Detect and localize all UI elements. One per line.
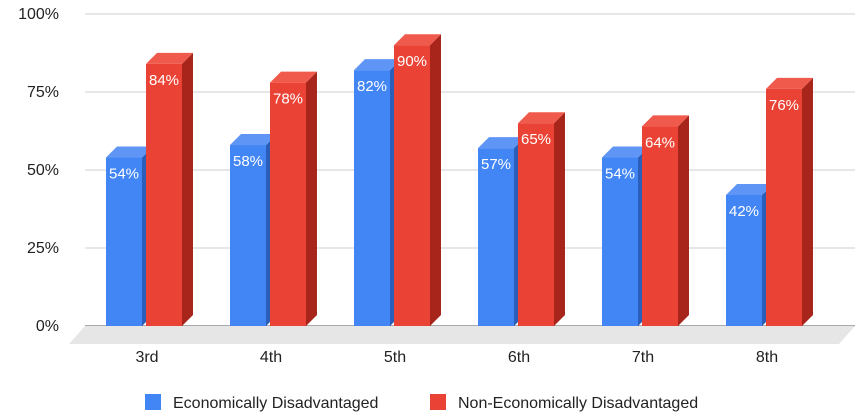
x-tick-label: 5th	[384, 349, 406, 366]
data-label: 82%	[357, 78, 387, 95]
bar-front	[270, 82, 306, 326]
data-label: 90%	[397, 53, 427, 70]
bar-side	[306, 71, 317, 326]
bar	[642, 115, 689, 326]
bar-top	[146, 52, 193, 64]
data-label: 54%	[605, 166, 635, 183]
data-label: 57%	[481, 156, 511, 173]
bar-front	[146, 63, 182, 327]
bar-top	[478, 137, 525, 149]
chart-floor	[69, 326, 855, 344]
x-tick-label: 6th	[508, 349, 530, 366]
bar-top	[518, 112, 565, 124]
y-tick-label: 75%	[27, 84, 59, 101]
bar-front	[602, 157, 638, 326]
x-tick-label: 8th	[756, 349, 778, 366]
bars: 54% 84% 58% 78% 82% 90% 57% 65% 54% 64% 42% 76%	[106, 34, 813, 327]
data-label: 84%	[149, 72, 179, 89]
legend-swatch	[430, 394, 446, 410]
bar	[146, 52, 193, 327]
x-tick-label: 4th	[260, 349, 282, 366]
bar	[270, 71, 317, 326]
bar-top	[642, 115, 689, 127]
data-label: 78%	[273, 91, 303, 108]
bar-front	[106, 157, 142, 326]
bar-side	[430, 34, 441, 326]
bar-side	[802, 77, 813, 326]
bar-top	[270, 71, 317, 83]
bar	[766, 77, 813, 326]
bar-top	[106, 146, 153, 158]
y-tick-label: 50%	[27, 162, 59, 179]
floor-plane	[69, 326, 855, 344]
bar-front	[354, 70, 390, 326]
axis-labels: 0% 25% 50% 75% 100% 3rd 4th 5th 6th 7th 8th	[18, 6, 778, 366]
bar-front	[518, 123, 554, 326]
data-label: 54%	[109, 166, 139, 183]
bar	[518, 112, 565, 326]
legend-item: Economically Disadvantaged	[145, 394, 378, 412]
y-tick-label: 0%	[36, 318, 59, 335]
legend-swatch	[145, 394, 161, 410]
y-tick-label: 100%	[18, 6, 59, 23]
bar-front	[478, 148, 514, 326]
x-tick-label: 3rd	[135, 349, 158, 366]
bar-top	[726, 183, 773, 195]
x-tick-label: 7th	[632, 349, 654, 366]
legend-label: Non-Economically Disadvantaged	[458, 395, 698, 412]
legend-item: Non-Economically Disadvantaged	[430, 394, 698, 412]
bar-side	[182, 52, 193, 327]
bar-top	[354, 59, 401, 71]
bar-side	[554, 112, 565, 326]
bar-top	[394, 34, 441, 46]
data-label: 76%	[769, 97, 799, 114]
legend: Economically Disadvantaged Non-Economical…	[145, 394, 698, 412]
bar-top	[602, 146, 649, 158]
bar-front	[394, 45, 430, 326]
bar-top	[766, 77, 813, 89]
bar-front	[230, 145, 266, 326]
bar-front	[766, 88, 802, 326]
bar	[354, 59, 401, 326]
data-label: 58%	[233, 153, 263, 170]
legend-label: Economically Disadvantaged	[173, 395, 378, 412]
bar	[394, 34, 441, 326]
bar-front	[642, 126, 678, 326]
data-label: 42%	[729, 203, 759, 220]
bar-side	[678, 115, 689, 326]
data-label: 64%	[645, 134, 675, 151]
y-tick-label: 25%	[27, 240, 59, 257]
bar-top	[230, 134, 277, 146]
data-label: 65%	[521, 131, 551, 148]
bar-front	[726, 194, 762, 326]
